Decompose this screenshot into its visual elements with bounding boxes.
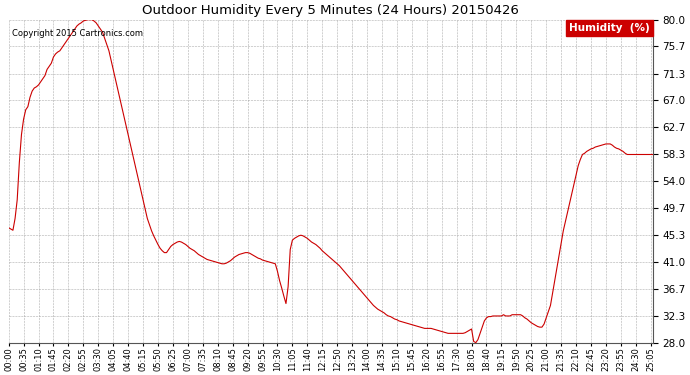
Title: Outdoor Humidity Every 5 Minutes (24 Hours) 20150426: Outdoor Humidity Every 5 Minutes (24 Hou… bbox=[142, 4, 519, 17]
Text: Humidity  (%): Humidity (%) bbox=[569, 23, 650, 33]
Text: Copyright 2015 Cartronics.com: Copyright 2015 Cartronics.com bbox=[12, 29, 143, 38]
